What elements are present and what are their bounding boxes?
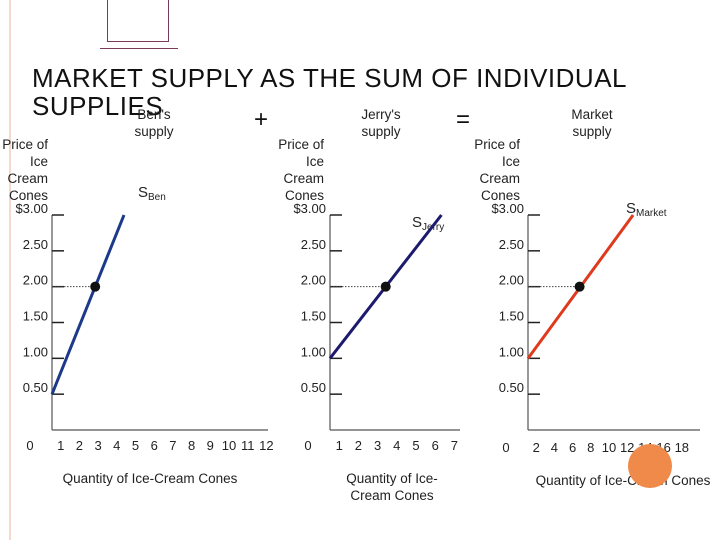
jerry-y-tick-label: 1.00 bbox=[301, 344, 326, 359]
ben-y-tick-label: 2.50 bbox=[23, 237, 48, 252]
ben-x-tick-label: 10 bbox=[222, 438, 236, 453]
market-y-axis-label: Price of Ice Cream Cones bbox=[474, 137, 520, 203]
jerry-x-tick-label: 1 bbox=[336, 438, 343, 453]
ben-y-axis-label: Price of Ice Cream Cones bbox=[2, 137, 48, 203]
jerry-y-tick-label: 0.50 bbox=[301, 380, 326, 395]
market-x-tick-label: 10 bbox=[602, 440, 616, 455]
jerry-x-tick-label: 3 bbox=[374, 438, 381, 453]
jerry-x-tick-label: 0 bbox=[304, 438, 311, 453]
market-y-tick-label: 2.00 bbox=[499, 273, 524, 288]
market-x-tick-label: 6 bbox=[569, 440, 576, 455]
left-decor-rule bbox=[9, 0, 11, 540]
ben-x-tick-label: 11 bbox=[241, 438, 255, 453]
market-x-tick-label: 8 bbox=[587, 440, 594, 455]
market-y-tick-label: $3.00 bbox=[491, 201, 524, 216]
jerry-y-tick-label: 2.50 bbox=[301, 237, 326, 252]
market-chart: $3.002.502.001.501.000.50024681012141618 bbox=[491, 201, 700, 455]
slide-title: MARKET SUPPLY AS THE SUM OF INDIVIDUAL S… bbox=[32, 64, 627, 120]
market-y-tick-label: 1.00 bbox=[499, 344, 524, 359]
decor-line bbox=[100, 48, 178, 49]
page-number-badge bbox=[628, 444, 672, 488]
ben-x-tick-label: 7 bbox=[169, 438, 176, 453]
ben-chart-title: Ben's supply bbox=[134, 107, 174, 139]
decor-box bbox=[107, 0, 169, 42]
ben-x-tick-label: 2 bbox=[76, 438, 83, 453]
ben-y-tick-label: 2.00 bbox=[23, 273, 48, 288]
page-number: 42 bbox=[690, 516, 702, 527]
market-y-tick-label: 1.50 bbox=[499, 309, 524, 324]
jerry-x-tick-label: 4 bbox=[393, 438, 400, 453]
jerry-y-tick-label: 2.00 bbox=[301, 273, 326, 288]
market-x-tick-label: 0 bbox=[502, 440, 509, 455]
jerry-x-axis-label: Quantity of Ice-Cream Cones bbox=[346, 471, 438, 503]
jerry-chart-title: Jerry's supply bbox=[361, 107, 401, 139]
market-curve-label: SMarket bbox=[626, 200, 667, 219]
market-chart-title: Market supply bbox=[571, 107, 613, 139]
ben-highlight-point bbox=[90, 281, 101, 292]
ben-y-tick-label: 1.00 bbox=[23, 344, 48, 359]
title-line-1: MARKET SUPPLY AS THE SUM OF INDIVIDUAL bbox=[32, 63, 627, 93]
plus-operator: + bbox=[254, 106, 269, 133]
market-y-tick-label: 2.50 bbox=[499, 237, 524, 252]
ben-x-axis-label: Quantity of Ice-Cream Cones bbox=[62, 471, 238, 486]
market-highlight-point bbox=[574, 281, 585, 292]
jerry-x-tick-label: 6 bbox=[432, 438, 439, 453]
jerry-x-tick-label: 2 bbox=[355, 438, 362, 453]
equals-operator: = bbox=[456, 106, 471, 133]
jerry-x-tick-label: 7 bbox=[451, 438, 458, 453]
market-x-tick-label: 4 bbox=[551, 440, 558, 455]
jerry-highlight-point bbox=[380, 281, 391, 292]
ben-x-tick-label: 1 bbox=[57, 438, 64, 453]
jerry-x-tick-label: 5 bbox=[412, 438, 419, 453]
market-y-tick-label: 0.50 bbox=[499, 380, 524, 395]
ben-chart: $3.002.502.001.501.000.500 1 2 3 4 5 6 7 8 9 10 11 1… bbox=[15, 201, 273, 453]
market-x-tick-label: 2 bbox=[533, 440, 540, 455]
market-x-tick-label: 12 bbox=[620, 440, 634, 455]
ben-supply-curve bbox=[50, 214, 126, 395]
ben-y-tick-label: 1.50 bbox=[23, 309, 48, 324]
ben-curve-label: SBen bbox=[138, 184, 166, 203]
market-x-tick-label: 18 bbox=[675, 440, 689, 455]
title-line-2: SUPPLIES bbox=[32, 91, 164, 121]
ben-x-tick-label: 0 bbox=[26, 438, 33, 453]
ben-x-tick-label: 8 bbox=[188, 438, 195, 453]
ben-x-tick-label: 3 bbox=[94, 438, 101, 453]
jerry-y-tick-label: 1.50 bbox=[301, 309, 326, 324]
jerry-y-tick-label: $3.00 bbox=[293, 201, 326, 216]
jerry-chart: $3.00 2.50 2.00 1.50 1.00 0.50 0 1 2 3 4 5 6 7 bbox=[293, 201, 460, 453]
jerry-y-axis-label: Price of Ice Cream Cones bbox=[278, 137, 324, 203]
ben-x-tick-label: 6 bbox=[151, 438, 158, 453]
ben-x-tick-label: 9 bbox=[207, 438, 214, 453]
ben-y-tick-label: $3.00 bbox=[15, 201, 48, 216]
ben-x-tick-label: 12 bbox=[259, 438, 273, 453]
ben-y-tick-label: 0.50 bbox=[23, 380, 48, 395]
ben-x-tick-label: 5 bbox=[132, 438, 139, 453]
ben-x-tick-label: 4 bbox=[113, 438, 120, 453]
